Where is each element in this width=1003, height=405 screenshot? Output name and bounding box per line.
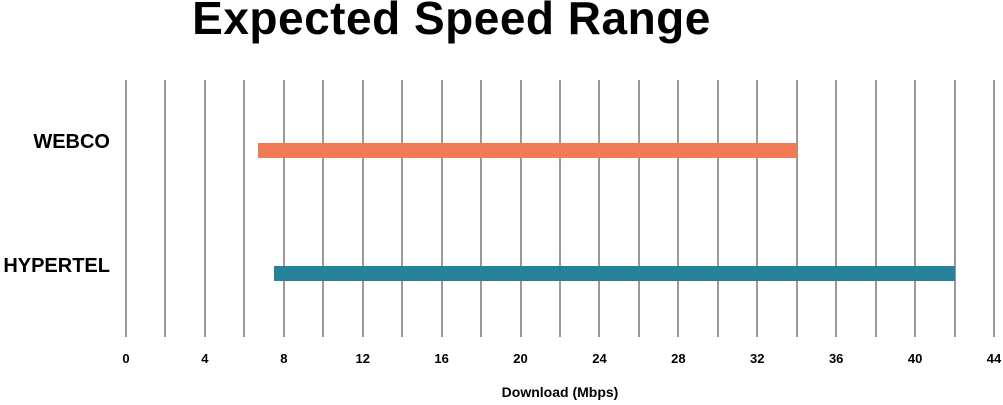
gridline — [322, 80, 325, 337]
hypertel-range-bar — [273, 266, 955, 282]
x-tick-label: 44 — [986, 351, 1002, 366]
gridline — [282, 80, 285, 337]
plot-area — [125, 80, 995, 337]
x-tick-label: 0 — [122, 351, 130, 366]
gridline — [401, 80, 404, 337]
category-label-hypertel: HYPERTEL — [3, 254, 110, 277]
gridline — [598, 80, 601, 337]
chart-title: Expected Speed Range — [192, 0, 711, 44]
webco-range-bar — [258, 142, 797, 158]
gridline — [953, 80, 956, 337]
x-axis-title: Download (Mbps) — [501, 384, 619, 400]
x-tick-label: 16 — [434, 351, 449, 366]
gridline — [795, 80, 798, 337]
gridline — [637, 80, 640, 337]
x-tick-label: 28 — [671, 351, 686, 366]
gridline — [361, 80, 364, 337]
gridline — [243, 80, 246, 337]
gridline — [835, 80, 838, 337]
gridline — [203, 80, 206, 337]
x-tick-label: 8 — [280, 351, 288, 366]
x-tick-label: 24 — [592, 351, 607, 366]
x-tick-label: 4 — [201, 351, 209, 366]
gridline — [519, 80, 522, 337]
x-tick-label: 12 — [355, 351, 370, 366]
x-tick-label: 36 — [828, 351, 844, 366]
gridline — [716, 80, 719, 337]
x-tick-label: 40 — [907, 351, 923, 366]
gridline — [440, 80, 443, 337]
gridline — [559, 80, 561, 337]
x-tick-label: 32 — [750, 351, 765, 366]
gridline — [125, 80, 127, 337]
x-tick-label: 20 — [513, 351, 528, 366]
gridline — [914, 80, 917, 337]
gridline — [677, 80, 680, 337]
gridline — [480, 80, 483, 337]
gridline — [756, 80, 759, 337]
gridline — [874, 80, 877, 337]
gridline — [993, 80, 995, 337]
gridline — [164, 80, 167, 337]
category-label-webco: WEBCO — [33, 131, 110, 154]
